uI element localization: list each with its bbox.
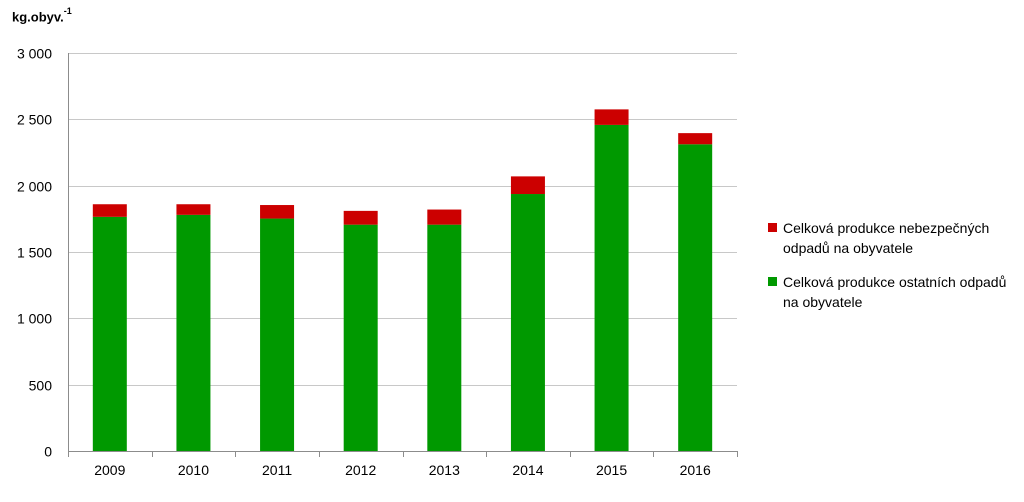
bar-other-waste bbox=[594, 124, 629, 451]
y-tick-label: 2 000 bbox=[17, 179, 52, 195]
bar-hazardous-waste bbox=[427, 209, 462, 225]
bar-hazardous-waste bbox=[343, 210, 378, 225]
bar-other-waste bbox=[427, 224, 462, 451]
bar-hazardous-waste bbox=[260, 205, 295, 219]
legend: Celková produkce nebezpečných odpadů na … bbox=[768, 218, 1018, 326]
y-tick-label: 0 bbox=[44, 444, 52, 460]
x-tick-label: 2013 bbox=[429, 462, 460, 478]
x-tick-label: 2011 bbox=[262, 462, 292, 478]
bar-hazardous-waste bbox=[92, 204, 127, 217]
bar-other-waste bbox=[510, 194, 545, 452]
y-tick-label: 500 bbox=[29, 378, 53, 394]
y-tick-label: 2 500 bbox=[17, 112, 52, 128]
bar-other-waste bbox=[260, 218, 295, 451]
y-axis-unit-label: kg.obyv.-1 bbox=[12, 6, 72, 25]
x-tick-label: 2010 bbox=[178, 462, 209, 478]
y-axis-unit-text: kg.obyv. bbox=[12, 9, 64, 25]
legend-label-hazardous: Celková produkce nebezpečných odpadů na … bbox=[783, 220, 990, 256]
bar-hazardous-waste bbox=[510, 176, 545, 195]
bar-hazardous-waste bbox=[176, 204, 211, 215]
x-tick-label: 2016 bbox=[680, 462, 711, 478]
y-tick-label: 1 000 bbox=[17, 311, 52, 327]
legend-swatch-hazardous bbox=[768, 223, 777, 232]
x-tick-label: 2009 bbox=[94, 462, 125, 478]
bar-other-waste bbox=[176, 214, 211, 451]
legend-item-hazardous: Celková produkce nebezpečných odpadů na … bbox=[768, 218, 1018, 258]
bar-other-waste bbox=[678, 144, 713, 452]
bar-other-waste bbox=[92, 216, 127, 451]
legend-item-other: Celková produkce ostatních odpadů na oby… bbox=[768, 272, 1018, 312]
y-axis-unit-superscript: -1 bbox=[63, 6, 72, 16]
legend-label-other: Celková produkce ostatních odpadů na oby… bbox=[783, 274, 1007, 310]
x-tick-label: 2012 bbox=[345, 462, 376, 478]
bar-hazardous-waste bbox=[594, 109, 629, 125]
legend-swatch-other bbox=[768, 277, 777, 286]
x-tick-label: 2015 bbox=[596, 462, 627, 478]
y-tick-label: 3 000 bbox=[17, 46, 52, 62]
y-tick-label: 1 500 bbox=[17, 245, 52, 261]
bar-hazardous-waste bbox=[678, 133, 713, 145]
bar-other-waste bbox=[343, 224, 378, 451]
x-tick-label: 2014 bbox=[512, 462, 543, 478]
